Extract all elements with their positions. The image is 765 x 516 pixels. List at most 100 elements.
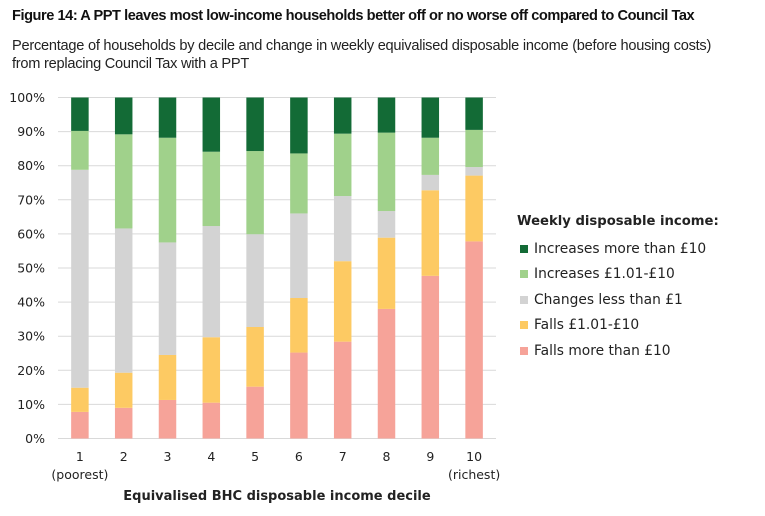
bar-segment — [377, 308, 396, 439]
legend-item: Increases £1.01-£10 — [517, 262, 719, 288]
legend-swatch — [520, 346, 528, 355]
bar-segment — [202, 97, 221, 152]
y-tick-label: 90% — [17, 124, 45, 139]
bar-segment — [377, 97, 396, 133]
bar-stack-decile-1 — [71, 97, 89, 439]
bar-segment — [421, 190, 440, 276]
bar-segment — [290, 352, 308, 439]
x-tick-sublabel: (poorest) — [51, 467, 108, 482]
y-tick-label: 60% — [17, 226, 45, 241]
bar-stack-decile-6 — [290, 97, 308, 439]
bar-stack-decile-7 — [333, 97, 352, 439]
y-tick-label: 10% — [17, 397, 45, 412]
legend-swatch — [520, 270, 528, 279]
legend-title: Weekly disposable income: — [517, 214, 719, 229]
legend-swatch — [520, 321, 528, 330]
bar-stack-decile-10 — [465, 97, 483, 439]
bar-segment — [246, 97, 264, 152]
bar-segment — [71, 130, 89, 170]
bar-stack-decile-9 — [421, 97, 440, 439]
bar-segment — [465, 97, 483, 130]
bar-stack-decile-2 — [114, 97, 133, 439]
x-tick-sublabel: (richest) — [448, 467, 500, 482]
bar-segment — [71, 387, 89, 412]
y-tick-label: 20% — [17, 363, 45, 378]
bar-segment — [421, 275, 440, 439]
bar-segment — [421, 137, 440, 175]
bars — [71, 97, 483, 439]
x-tick-label: 1 — [76, 449, 84, 464]
legend: Weekly disposable income: Increases more… — [517, 214, 719, 364]
y-tick-label: 40% — [17, 295, 45, 310]
chart-subtitle: Percentage of households by decile and c… — [12, 38, 712, 72]
bar-segment — [202, 402, 221, 439]
bar-segment — [333, 196, 352, 262]
x-tick-label: 7 — [339, 449, 347, 464]
bar-segment — [71, 411, 89, 439]
y-tick-label: 30% — [17, 329, 45, 344]
bar-segment — [158, 399, 177, 439]
x-tick-label: 8 — [383, 449, 391, 464]
bar-segment — [333, 133, 352, 197]
bar-stack-decile-4 — [202, 97, 221, 439]
bar-stack-decile-3 — [158, 97, 177, 439]
bar-segment — [290, 213, 308, 299]
x-axis-title: Equivalised BHC disposable income decile — [123, 489, 431, 504]
x-tick-label: 4 — [207, 449, 215, 464]
legend-item: Falls more than £10 — [517, 338, 719, 364]
bar-segment — [158, 354, 177, 400]
bar-segment — [465, 175, 483, 242]
bar-segment — [114, 372, 133, 408]
legend-label: Changes less than £1 — [534, 291, 683, 308]
bar-segment — [114, 134, 133, 229]
x-tick-label: 9 — [426, 449, 434, 464]
bar-segment — [114, 228, 133, 373]
bar-segment — [114, 97, 133, 135]
bar-segment — [377, 237, 396, 309]
bar-segment — [333, 341, 352, 439]
bar-segment — [377, 211, 396, 238]
bar-segment — [158, 137, 177, 243]
bar-segment — [158, 97, 177, 138]
bar-segment — [421, 174, 440, 191]
x-tick-label: 10 — [466, 449, 482, 464]
x-tick-label: 5 — [251, 449, 259, 464]
bar-segment — [290, 97, 308, 154]
x-tick-label: 3 — [164, 449, 172, 464]
bar-stack-decile-5 — [246, 97, 264, 439]
y-tick-label: 80% — [17, 158, 45, 173]
bar-stack-decile-8 — [377, 97, 396, 439]
bar-segment — [421, 97, 440, 138]
legend-swatch — [520, 295, 528, 304]
y-tick-label: 0% — [25, 431, 45, 446]
bar-segment — [71, 97, 89, 131]
bar-segment — [158, 242, 177, 355]
x-axis-ticks: 1 (poorest) 2 3 4 5 6 7 8 9 10 (richest) — [51, 449, 500, 482]
legend-item: Falls £1.01-£10 — [517, 313, 719, 339]
bar-segment — [246, 326, 264, 387]
y-tick-label: 50% — [17, 261, 45, 276]
y-tick-label: 100% — [9, 90, 45, 105]
legend-label: Increases more than £10 — [534, 240, 707, 257]
bar-segment — [377, 132, 396, 212]
bar-segment — [465, 241, 483, 439]
bar-segment — [202, 337, 221, 403]
bar-segment — [202, 151, 221, 227]
y-tick-label: 70% — [17, 192, 45, 207]
bar-segment — [333, 261, 352, 342]
legend-label: Falls £1.01-£10 — [534, 317, 640, 334]
bar-segment — [202, 226, 221, 338]
bar-segment — [114, 407, 133, 439]
bar-segment — [71, 169, 89, 388]
y-axis-ticks: 0% 10% 20% 30% 40% 50% 60% 70% 80% 90% 100% — [9, 90, 45, 446]
chart-title: Figure 14: A PPT leaves most low-income … — [12, 8, 695, 24]
bar-segment — [465, 129, 483, 168]
bar-segment — [465, 167, 483, 176]
bar-segment — [290, 298, 308, 353]
x-tick-label: 6 — [295, 449, 303, 464]
legend-swatch — [520, 244, 528, 253]
bar-segment — [246, 234, 264, 327]
bar-segment — [246, 386, 264, 439]
x-tick-label: 2 — [120, 449, 128, 464]
